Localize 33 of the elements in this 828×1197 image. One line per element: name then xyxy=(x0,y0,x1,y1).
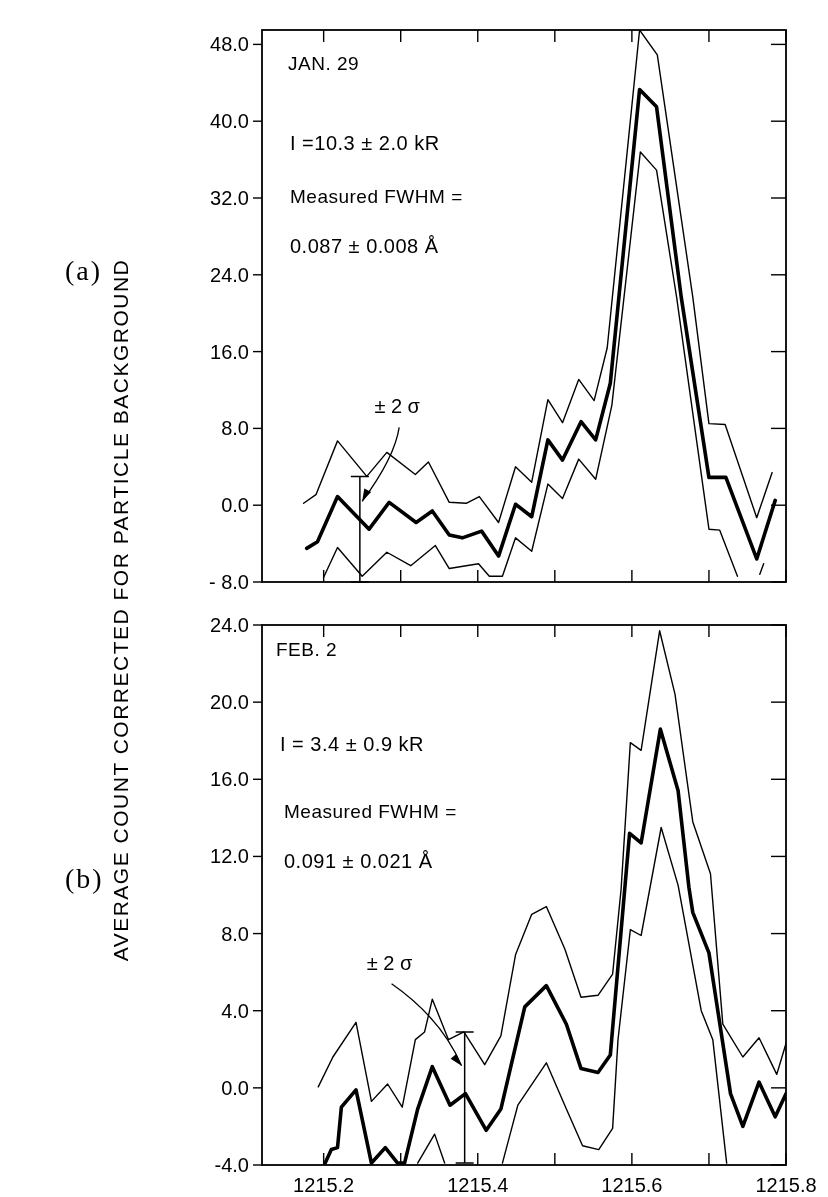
annotation: I =10.3 ± 2.0 kR xyxy=(290,132,440,154)
x-tick-label: 1215.4 xyxy=(447,1174,509,1196)
text: (a) xyxy=(65,255,103,286)
annotation: Measured FWHM = xyxy=(290,186,463,207)
annotation: 0.091 ± 0.021 Å xyxy=(284,850,433,872)
y-tick-label: 40.0 xyxy=(210,110,249,133)
annotation: ± 2 σ xyxy=(366,951,414,974)
y-axis-title: AVERAGE COUNT CORRECTED FOR PARTICLE BACKGROUND xyxy=(109,258,132,962)
annotation: JAN. 29 xyxy=(288,53,360,74)
y-tick-label: 0.0 xyxy=(221,1076,249,1099)
annotation: I = 3.4 ± 0.9 kR xyxy=(280,733,425,755)
annotation: 0.087 ± 0.008 Å xyxy=(290,235,439,257)
y-tick-label: 32.0 xyxy=(210,187,249,209)
y-tick-label: 48.0 xyxy=(210,33,249,56)
y-tick-label: 12.0 xyxy=(210,845,249,868)
x-tick-label: 1215.8 xyxy=(755,1174,817,1196)
y-tick-label: 24.0 xyxy=(210,263,249,286)
y-tick-label: - 8.0 xyxy=(208,571,249,593)
y-tick-label: 24.0 xyxy=(210,614,249,636)
y-tick-label: 16.0 xyxy=(210,768,249,791)
annotation: Measured FWHM = xyxy=(284,801,457,822)
y-tick-label: 16.0 xyxy=(210,340,249,363)
annotation: FEB. 2 xyxy=(276,639,338,660)
x-tick-label: 1215.6 xyxy=(601,1174,663,1196)
x-tick-label: 1215.2 xyxy=(293,1174,355,1196)
y-tick-label: 8.0 xyxy=(221,922,249,945)
text: (b) xyxy=(65,863,104,894)
y-tick-label: 8.0 xyxy=(221,417,249,440)
y-tick-label: -4.0 xyxy=(214,1154,249,1176)
y-tick-label: 4.0 xyxy=(221,999,249,1022)
y-tick-label: 20.0 xyxy=(210,691,249,714)
annotation: ± 2 σ xyxy=(374,395,421,418)
y-tick-label: 0.0 xyxy=(221,494,249,517)
